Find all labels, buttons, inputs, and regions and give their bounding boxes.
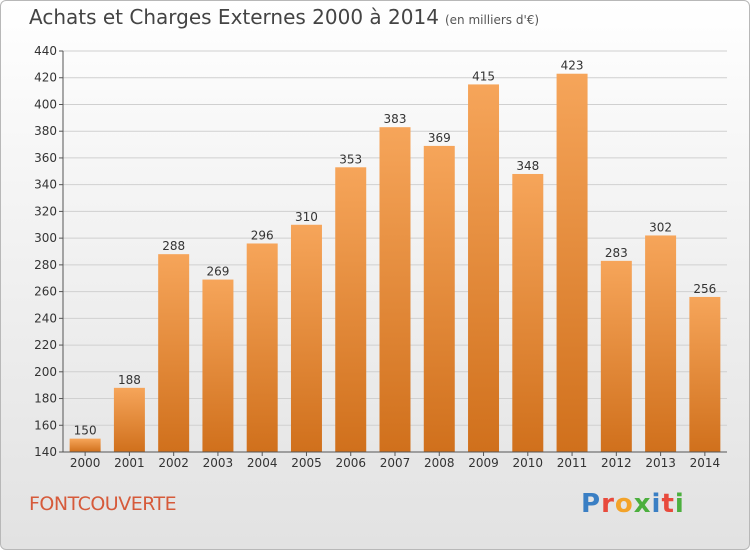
y-tick-label: 360 [34, 151, 57, 165]
data-label-2007: 383 [384, 112, 407, 126]
proxiti-logo[interactable]: Proxiti [581, 489, 685, 519]
chart-title-text: Achats et Charges Externes 2000 à 2014 [29, 5, 439, 29]
bar-2012 [600, 260, 632, 452]
x-tick-label-2013: 2013 [645, 456, 676, 470]
bar-2006 [335, 167, 367, 453]
x-tick-label-2010: 2010 [513, 456, 544, 470]
y-tick-label: 260 [34, 285, 57, 299]
data-label-2006: 353 [339, 152, 362, 166]
data-label-2014: 256 [693, 282, 716, 296]
bar-2013 [645, 235, 677, 452]
x-tick-label-2014: 2014 [690, 456, 721, 470]
bar-2008 [423, 145, 455, 453]
y-tick-label: 180 [34, 392, 57, 406]
data-label-2009: 415 [472, 69, 495, 83]
data-label-2013: 302 [649, 220, 672, 234]
data-label-2008: 369 [428, 131, 451, 145]
x-tick-label-2003: 2003 [203, 456, 234, 470]
y-tick-label: 240 [34, 311, 57, 325]
logo-letter: x [633, 489, 652, 519]
axis-layer: 140 160 180 200 220 240 260 280 300 320 340 360 380 4… [34, 44, 727, 470]
x-tick-label-2009: 2009 [468, 456, 499, 470]
data-label-2004: 296 [251, 228, 274, 242]
y-tick-label: 440 [34, 44, 57, 58]
bar-2000 [69, 438, 101, 452]
bar-2011 [556, 73, 588, 453]
bar-2003 [202, 279, 234, 452]
x-tick-label-2005: 2005 [291, 456, 322, 470]
y-tick-label: 160 [34, 418, 57, 432]
y-tick-label: 400 [34, 97, 57, 111]
y-tick-label: 300 [34, 231, 57, 245]
data-label-2011: 423 [561, 59, 584, 73]
bar-2010 [512, 173, 544, 452]
bar-2005 [290, 224, 322, 452]
data-label-2000: 150 [74, 424, 97, 438]
town-name: FONTCOUVERTE [29, 493, 177, 515]
x-tick-label-2012: 2012 [601, 456, 632, 470]
y-tick-label: 220 [34, 338, 57, 352]
bar-2001 [113, 387, 145, 452]
y-tick-label: 380 [34, 124, 57, 138]
logo-letter: P [581, 489, 602, 519]
y-tick-label: 420 [34, 71, 57, 85]
x-tick-label-2011: 2011 [557, 456, 588, 470]
x-tick-label-2000: 2000 [70, 456, 101, 470]
bar-2007 [379, 127, 411, 452]
chart-subtitle: (en milliers d'€) [444, 13, 540, 27]
y-tick-label: 340 [34, 178, 57, 192]
y-tick-label: 280 [34, 258, 57, 272]
y-tick-label: 140 [34, 445, 57, 459]
data-label-2010: 348 [516, 159, 539, 173]
bar-2009 [468, 84, 500, 453]
x-tick-label-2002: 2002 [158, 456, 189, 470]
data-label-2005: 310 [295, 210, 318, 224]
logo-letter: o [614, 489, 634, 519]
logo-letter: i [674, 489, 685, 519]
data-label-2002: 288 [162, 239, 185, 253]
chart-title: Achats et Charges Externes 2000 à 2014 (e… [29, 5, 539, 29]
y-tick-label: 200 [34, 365, 57, 379]
x-tick-label-2008: 2008 [424, 456, 455, 470]
x-tick-label-2006: 2006 [335, 456, 366, 470]
logo-letter: r [601, 489, 615, 519]
x-tick-label-2001: 2001 [114, 456, 145, 470]
x-tick-label-2004: 2004 [247, 456, 278, 470]
y-tick-label: 320 [34, 204, 57, 218]
data-label-2003: 269 [206, 265, 229, 279]
bars-layer: 150 188 288 269 296 310 353 383 369 415 348 423 283 3… [69, 59, 721, 453]
logo-letter: i [651, 489, 662, 519]
data-label-2012: 283 [605, 246, 628, 260]
bar-2014 [689, 296, 721, 452]
data-label-2001: 188 [118, 373, 141, 387]
bar-2002 [158, 254, 190, 452]
logo-letter: t [661, 489, 675, 519]
bar-2004 [246, 243, 278, 452]
x-tick-label-2007: 2007 [380, 456, 411, 470]
